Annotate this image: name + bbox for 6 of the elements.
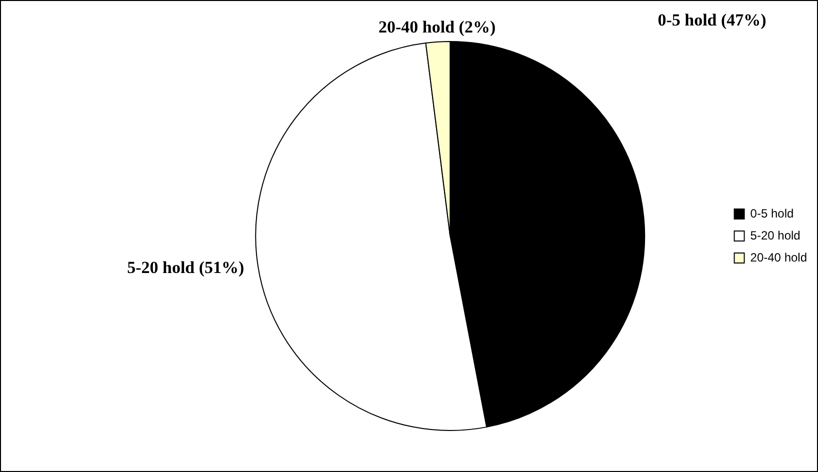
legend-label: 20-40 hold [750, 250, 808, 264]
data-label: 20-40 hold (2%) [378, 17, 496, 36]
legend-label: 5-20 hold [750, 228, 800, 242]
legend-label: 0-5 hold [750, 206, 794, 220]
data-label: 0-5 hold (47%) [658, 10, 766, 30]
data-label: 5-20 hold (51%) [127, 258, 244, 278]
